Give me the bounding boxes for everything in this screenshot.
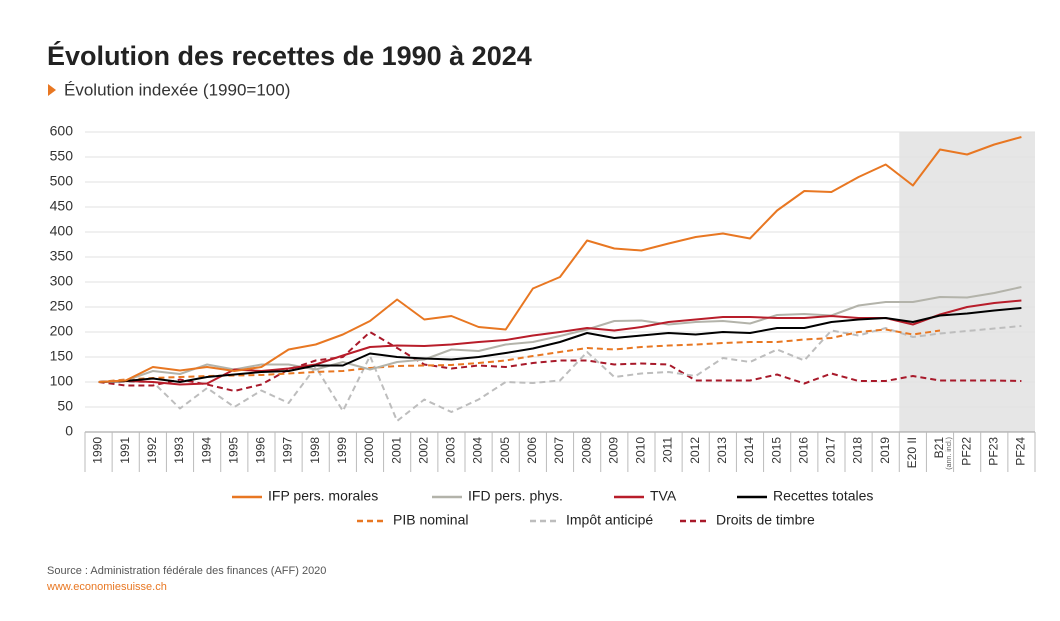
legend-label: IFP pers. morales — [268, 488, 378, 504]
x-tick-label: 2011 — [661, 437, 675, 463]
y-tick-label: 0 — [65, 423, 73, 439]
chart-subtitle: Évolution indexée (1990=100) — [64, 80, 290, 99]
x-tick-label: 1998 — [308, 437, 322, 464]
x-tick-label: 2009 — [606, 437, 620, 464]
chart-title: Évolution des recettes de 1990 à 2024 — [47, 40, 532, 71]
x-tick-label: 2014 — [742, 437, 756, 464]
y-tick-label: 350 — [50, 248, 74, 264]
legend-label: IFD pers. phys. — [468, 488, 563, 504]
y-tick-label: 250 — [50, 298, 74, 314]
y-tick-label: 450 — [50, 198, 74, 214]
x-tick-label: 2018 — [851, 437, 865, 464]
x-tick-label: 1994 — [199, 437, 213, 464]
source: Source : Administration fédérale des fin… — [47, 565, 326, 577]
y-tick-label: 50 — [57, 398, 73, 414]
x-tick-label: 2001 — [389, 437, 403, 464]
x-tick-label: 2012 — [688, 437, 702, 464]
series-line — [98, 328, 941, 383]
y-tick-label: 400 — [50, 223, 74, 239]
x-tick-label: 2000 — [362, 437, 376, 464]
url: www.economiesuisse.ch — [46, 581, 167, 593]
legend-label: TVA — [650, 488, 677, 504]
x-tick-label: 2013 — [715, 437, 729, 464]
legend-label: Recettes totales — [773, 488, 873, 504]
x-tick-label: 1992 — [145, 437, 159, 464]
x-tick-label: 2019 — [878, 437, 892, 464]
x-tick-label: 2008 — [579, 437, 593, 464]
x-tick-label: 2003 — [444, 437, 458, 464]
x-tick-label: PF23 — [986, 437, 1000, 466]
y-tick-label: 550 — [50, 148, 74, 164]
x-tick-label: 2006 — [525, 437, 539, 464]
legend-label: Droits de timbre — [716, 512, 815, 528]
series-line — [98, 136, 1022, 383]
x-tick-label: 1996 — [254, 437, 268, 464]
x-tick-label: 1997 — [281, 437, 295, 464]
y-tick-label: 200 — [50, 323, 74, 339]
x-tick-label: 2007 — [552, 437, 566, 464]
x-tick-label: 1995 — [226, 437, 240, 464]
x-tick-label: PF24 — [1014, 437, 1028, 466]
x-tick-label: 2005 — [498, 437, 512, 464]
x-tick-note: (ann. incl.) — [946, 437, 953, 470]
x-tick-label: 1999 — [335, 437, 349, 464]
x-tick-label: 1991 — [118, 437, 132, 464]
x-tick-label: 1993 — [172, 437, 186, 464]
x-tick-label: 2015 — [769, 437, 783, 464]
series-line — [98, 325, 1022, 422]
y-tick-label: 600 — [50, 123, 74, 139]
x-tick-label: B21 — [932, 437, 946, 459]
x-tick-label: PF22 — [959, 437, 973, 466]
series-line — [98, 307, 1022, 383]
legend-label: PIB nominal — [393, 512, 468, 528]
y-tick-label: 150 — [50, 348, 74, 364]
y-tick-label: 300 — [50, 273, 74, 289]
series-line — [98, 286, 1022, 383]
y-tick-label: 100 — [50, 373, 74, 389]
x-tick-label: 2017 — [824, 437, 838, 464]
x-tick-label: 2004 — [471, 437, 485, 464]
subtitle-marker — [48, 84, 56, 96]
x-tick-label: 2016 — [796, 437, 810, 464]
x-tick-label: 2002 — [416, 437, 430, 464]
x-tick-label: E20 II — [905, 437, 919, 468]
legend-label: Impôt anticipé — [566, 512, 653, 528]
x-tick-label: 2010 — [634, 437, 648, 464]
y-tick-label: 500 — [50, 173, 74, 189]
x-tick-label: 1990 — [91, 437, 105, 464]
